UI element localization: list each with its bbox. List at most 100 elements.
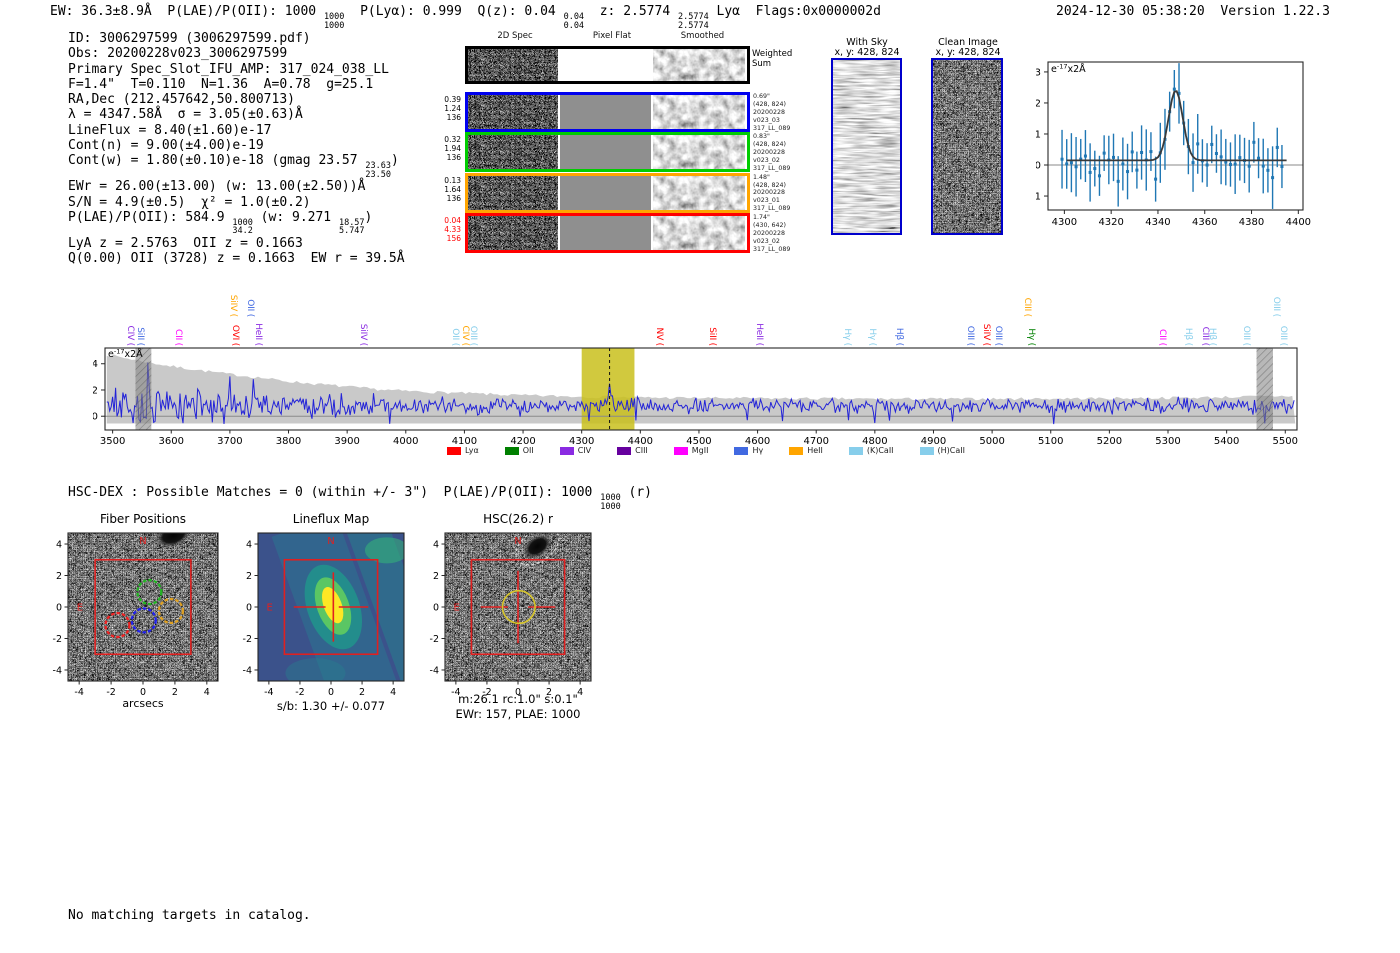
legend-swatch [617, 446, 632, 455]
line-label-oiii: OIII ( [1271, 296, 1282, 317]
svg-text:2: 2 [359, 687, 365, 698]
svg-text:e-17x2Å: e-17x2Å [108, 348, 143, 361]
cutout-pixelflat [560, 215, 651, 250]
svg-text:2: 2 [433, 571, 439, 582]
cutout-row-weights: 0.13 1.64 136 [444, 175, 461, 203]
clean-image-title: Clean Image [938, 37, 998, 48]
svg-text:4400: 4400 [628, 436, 653, 447]
svg-text:5300: 5300 [1155, 436, 1180, 447]
svg-text:2: 2 [1036, 98, 1041, 109]
svg-text:-2: -2 [243, 634, 252, 645]
cutout-row-fiber-info: 1.48" (428, 824) 20200228 v023_01 317_LL_089 [753, 173, 791, 213]
svg-text:2: 2 [546, 687, 552, 698]
svg-text:3600: 3600 [159, 436, 184, 447]
svg-text:4: 4 [577, 687, 583, 698]
hsc-caption-1: m:26.1 rc:1.0" s:0.1" [458, 692, 578, 706]
fraction-stack: 0.04 0.04 [563, 12, 585, 31]
line-fit-chart: 4300 4320 4340 4360 4380 4400 -1 0 1 2 3 e-17x2Å [1036, 61, 1311, 228]
legend-label: Lyα [465, 446, 479, 455]
svg-text:N: N [514, 536, 521, 547]
info-line: Q(0.00) OII (3728) z = 0.1663 EW r = 39.… [68, 251, 405, 267]
svg-text:3800: 3800 [276, 436, 301, 447]
cutout-row [465, 92, 750, 132]
svg-text:0: 0 [433, 603, 439, 614]
cutout-row-fiber-info: 1.74" (430, 642) 20200228 v023_02 317_LL_089 [753, 213, 791, 253]
cutout-2dspec [468, 95, 558, 129]
svg-text:4300: 4300 [569, 436, 594, 447]
svg-text:4000: 4000 [393, 436, 418, 447]
legend-swatch [789, 446, 804, 455]
legend-label: Hγ [752, 446, 764, 455]
svg-text:5500: 5500 [1273, 436, 1298, 447]
legend-label: CIV [577, 446, 592, 455]
legend-swatch [919, 446, 934, 455]
svg-text:3500: 3500 [100, 436, 125, 447]
info-line: Cont(w) = 1.80(±0.10)e-18 (gmag 23.57 23… [68, 153, 399, 180]
info-line: LyA z = 2.5763 OII z = 0.1663 [68, 235, 303, 251]
svg-text:0: 0 [246, 603, 252, 614]
fraction-stack: 23.63 23.50 [365, 161, 392, 180]
fraction-stack: 1000 1000 [600, 493, 621, 512]
svg-text:N: N [327, 536, 334, 547]
legend-item: (K)CaII [848, 446, 894, 455]
svg-text:3: 3 [1036, 67, 1041, 78]
fraction-stack: 1000 1000 [323, 12, 345, 31]
clean-image-coords: x, y: 428, 824 [935, 47, 1001, 58]
legend-swatch [734, 446, 749, 455]
svg-text:-2: -2 [482, 687, 491, 698]
svg-text:-4: -4 [451, 687, 460, 698]
svg-text:0: 0 [93, 412, 98, 423]
report-datetime: 2024-12-30 05:38:20 [1056, 4, 1205, 19]
line-label-siiv: SiIV ( [227, 294, 238, 317]
svg-text:4320: 4320 [1098, 217, 1123, 228]
cutout-row [465, 132, 750, 173]
svg-text:N: N [139, 536, 146, 547]
fraction-stack: 18.57 5.747 [338, 217, 365, 237]
spectrum-legend: Lyα OII CIV CIII MgII Hγ HeII (K)CaII (H)CaII [447, 446, 965, 455]
header-timestamp: 2024-12-30 05:38:20 Version 1.22.3 [1056, 4, 1330, 19]
cutout-smoothed [653, 215, 745, 250]
svg-text:4500: 4500 [686, 436, 711, 447]
svg-text:5400: 5400 [1214, 436, 1239, 447]
svg-text:e-17x2Å: e-17x2Å [1051, 63, 1086, 76]
svg-text:4: 4 [433, 540, 439, 551]
legend-item: Hγ [734, 446, 763, 455]
footer-line-1: No matching targets in catalog. [68, 908, 311, 923]
lineflux-map-title: Lineflux Map [292, 512, 370, 526]
legend-item: HeII [789, 446, 823, 455]
hsc-match-header: HSC-DEX : Possible Matches = 0 (within +… [68, 485, 653, 512]
legend-item: MgII [673, 446, 708, 455]
cutout-pixelflat [560, 175, 651, 210]
lineflux-map-plot: N E -4 -4 -2 -2 0 0 2 2 4 4 [243, 532, 405, 698]
svg-text:2: 2 [56, 571, 62, 582]
cutout-pixelflat [560, 95, 651, 129]
cutout-row [465, 46, 750, 84]
cutout-smoothed [653, 135, 745, 170]
info-line: EWr = 26.00(±13.00) (w: 13.00(±2.50))Å [68, 179, 366, 195]
hsc-r-title: HSC(26.2) r [483, 512, 553, 526]
emission-line-labels: CIV (SiII (CII (SiIV (OVI (OII (HeII (Si… [93, 268, 1318, 347]
legend-swatch [504, 446, 519, 455]
svg-text:4600: 4600 [745, 436, 770, 447]
cutout-row-fiber-info: 0.69" (428, 824) 20200228 v023_03 317_LL_089 [753, 93, 791, 132]
hsc-caption-2: EWr: 157, PLAE: 1000 [455, 707, 581, 721]
svg-text:5200: 5200 [1097, 436, 1122, 447]
svg-text:-1: -1 [1036, 192, 1041, 203]
svg-text:3900: 3900 [334, 436, 359, 447]
svg-text:4800: 4800 [862, 436, 887, 447]
svg-text:4: 4 [390, 687, 396, 698]
svg-text:4360: 4360 [1192, 217, 1217, 228]
legend-swatch [848, 446, 863, 455]
detection-summary-block: ID: 3006297599 (3006297599.pdf) Obs: 2020… [68, 31, 405, 267]
fraction-stack: 2.5774 2.5774 [677, 12, 709, 31]
legend-label: (H)CaII [937, 446, 965, 455]
svg-text:0: 0 [1036, 161, 1041, 172]
cutout-2dspec [468, 135, 558, 170]
svg-text:0: 0 [328, 687, 334, 698]
svg-text:5100: 5100 [1038, 436, 1063, 447]
svg-text:-4: -4 [53, 665, 62, 676]
col-title-smoothed: Smoothed [680, 31, 725, 41]
svg-text:4340: 4340 [1145, 217, 1170, 228]
cutout-pixelflat [560, 49, 651, 81]
svg-text:4400: 4400 [1286, 217, 1311, 228]
